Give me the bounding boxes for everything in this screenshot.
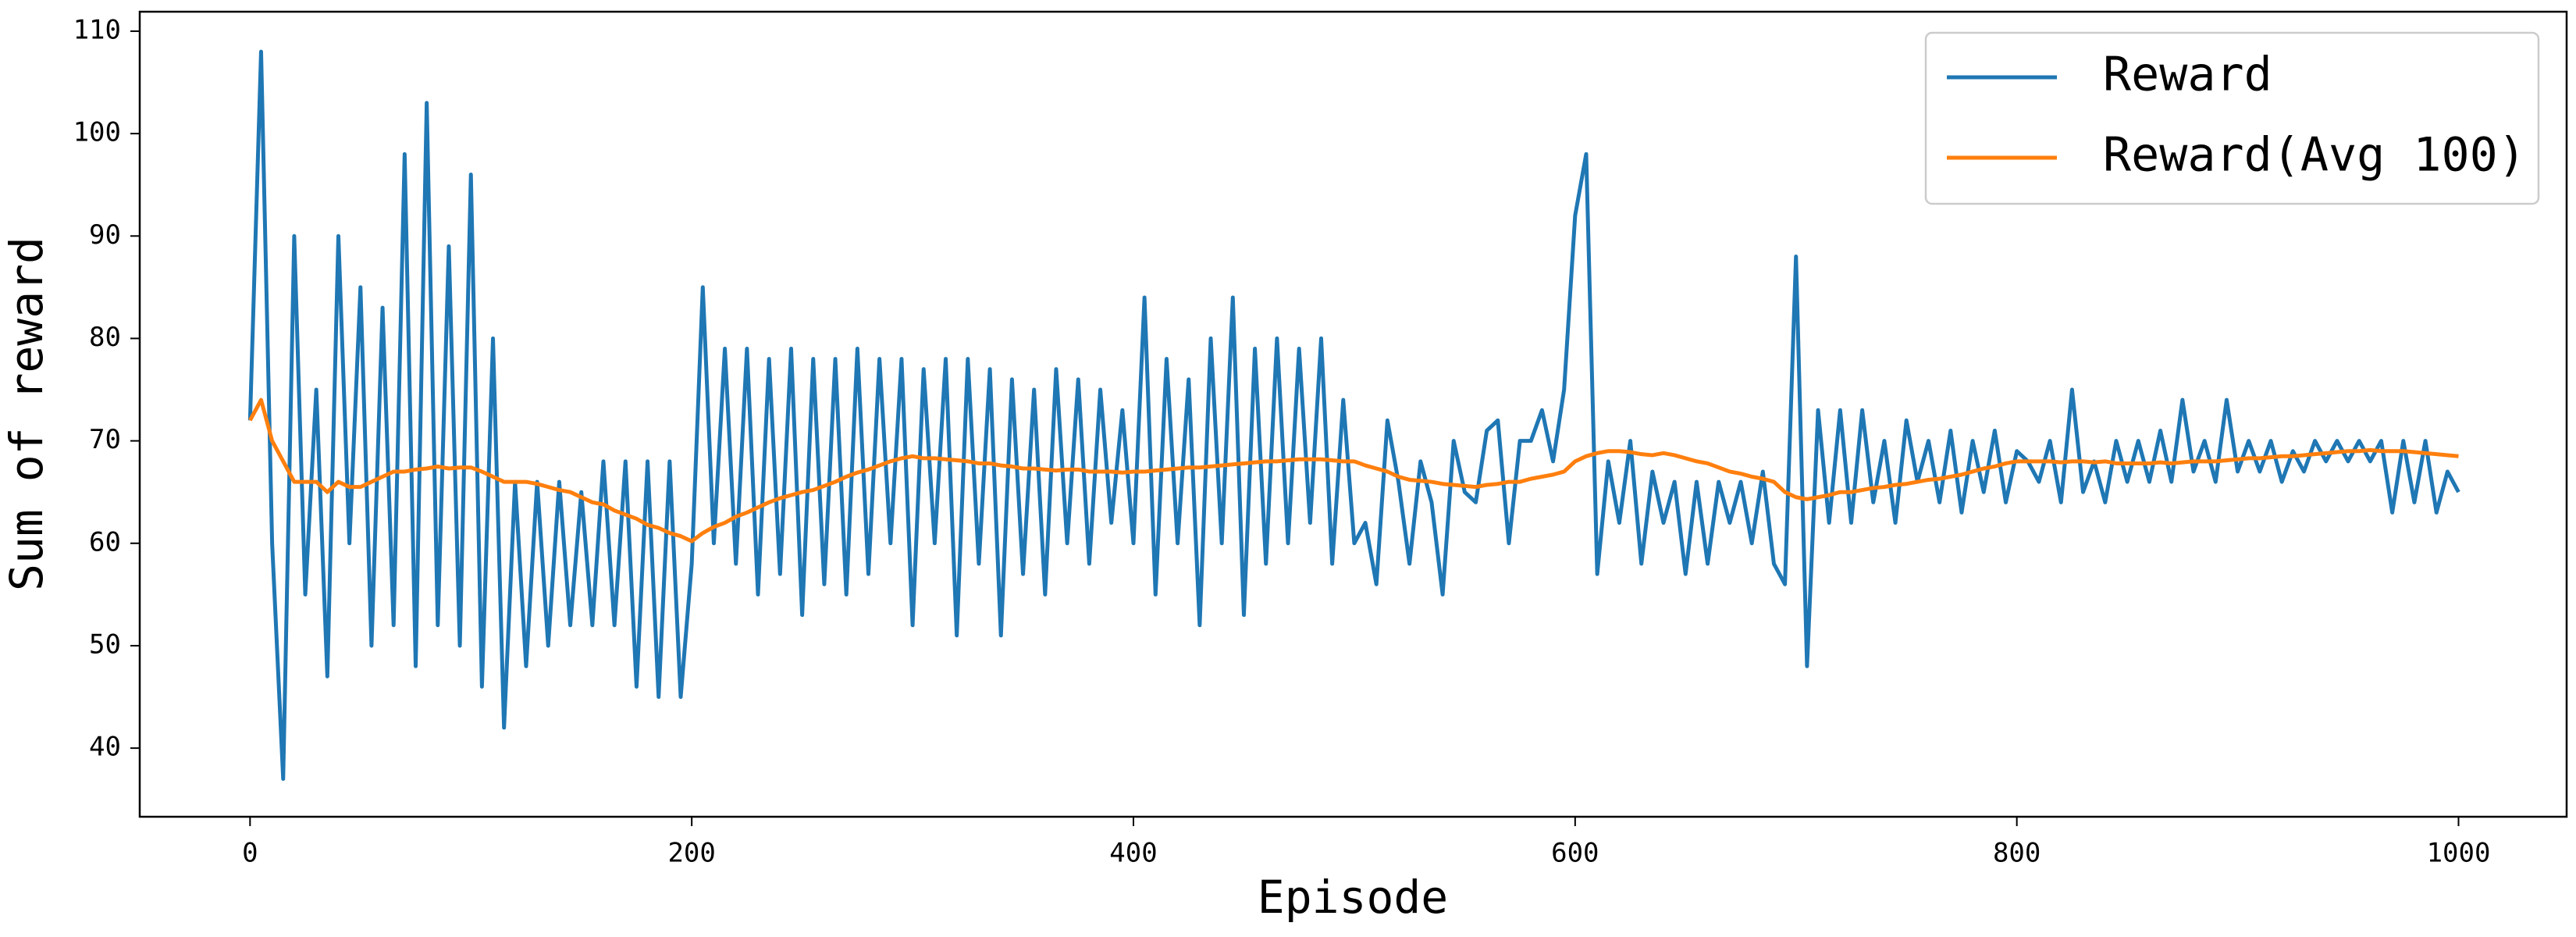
legend-box <box>1924 31 2540 205</box>
x-tick-label: 400 <box>1109 838 1157 869</box>
series-line <box>248 397 2459 543</box>
series-line <box>247 49 2460 781</box>
legend-label: Reward <box>2103 48 2272 102</box>
y-tick-label: 60 <box>89 526 121 558</box>
y-tick-label: 40 <box>89 732 121 763</box>
y-axis-label: Sum of reward <box>0 237 53 591</box>
y-tick-label: 100 <box>73 117 121 148</box>
plot-frame <box>138 10 2568 818</box>
x-tick-label: 200 <box>667 838 715 869</box>
x-tick-label: 1000 <box>2427 838 2491 869</box>
y-tick-label: 50 <box>89 629 121 660</box>
y-tick-label: 80 <box>89 322 121 353</box>
x-tick-label: 600 <box>1551 838 1599 869</box>
y-tick-label: 90 <box>89 219 121 251</box>
x-tick-label: 0 <box>242 838 258 869</box>
y-tick-label: 110 <box>73 14 121 45</box>
x-tick-label: 800 <box>1993 838 2041 869</box>
x-axis-label: Episode <box>1258 871 1448 924</box>
y-tick-label: 70 <box>89 424 121 455</box>
legend-label: Reward(Avg 100) <box>2103 128 2526 183</box>
